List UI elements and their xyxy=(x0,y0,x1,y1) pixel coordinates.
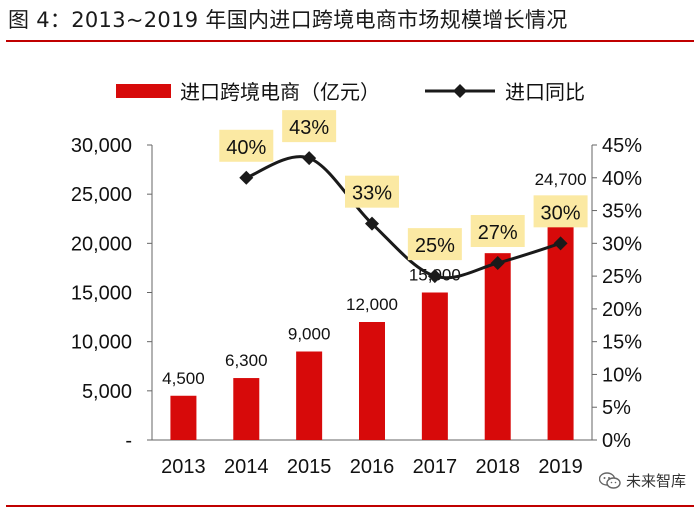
left-axis-tick-label: 30,000 xyxy=(71,135,132,157)
x-axis-tick-label: 2013 xyxy=(161,456,206,478)
watermark-text: 未来智库 xyxy=(625,472,686,490)
x-axis-tick-label: 2015 xyxy=(287,456,332,478)
pct-label: 33% xyxy=(352,183,392,205)
right-axis-tick-label: 30% xyxy=(602,233,642,255)
legend-swatch-bar xyxy=(116,84,171,98)
bar-2018 xyxy=(484,253,511,440)
right-axis-tick-label: 40% xyxy=(602,168,642,190)
right-axis-tick-label: 35% xyxy=(602,201,642,223)
line-marker-2015 xyxy=(302,151,317,166)
line-marker-2019 xyxy=(553,236,568,251)
bar-value-label: 6,300 xyxy=(225,351,268,370)
x-axis-tick-label: 2019 xyxy=(538,456,583,478)
legend-marker-line xyxy=(453,84,467,98)
bar-series xyxy=(170,197,574,440)
legend: 进口跨境电商（亿元） 进口同比 xyxy=(116,80,585,104)
x-axis-tick-label: 2014 xyxy=(224,456,269,478)
x-axis-tick-label: 2016 xyxy=(350,456,395,478)
x-axis: 2013 2014 2015 2016 2017 2018 2019 xyxy=(152,439,592,478)
pct-label-box xyxy=(345,175,399,208)
left-axis-tick-label: 20,000 xyxy=(71,233,132,255)
left-axis-tick-label: 25,000 xyxy=(71,184,132,206)
legend-label-bar: 进口跨境电商（亿元） xyxy=(180,80,380,104)
pct-label-box xyxy=(219,129,274,162)
bar-value-label: 9,000 xyxy=(288,325,331,344)
pct-label: 25% xyxy=(415,235,455,257)
x-axis-tick-label: 2017 xyxy=(413,456,458,478)
line-marker-2017 xyxy=(427,269,442,284)
bar-value-label: 24,700 xyxy=(535,170,587,189)
bar-2016 xyxy=(359,322,385,440)
left-axis-tick-label: 5,000 xyxy=(82,381,132,403)
right-axis-tick-label: 20% xyxy=(602,299,642,321)
pct-label: 27% xyxy=(478,222,518,244)
bar-value-label: 12,000 xyxy=(346,295,398,314)
right-axis-tick-label: 10% xyxy=(602,364,642,386)
bar-2014 xyxy=(233,378,260,440)
bar-2019 xyxy=(547,197,574,440)
bar-value-label: 4,500 xyxy=(162,369,205,388)
right-axis-tick-label: 15% xyxy=(602,332,642,354)
title-divider xyxy=(6,40,694,42)
pct-label-box xyxy=(533,195,588,228)
left-axis-tick-label: 15,000 xyxy=(71,283,132,305)
bar-2017 xyxy=(421,292,448,440)
right-axis-tick-label: 45% xyxy=(602,135,642,157)
right-axis-tick-label: 0% xyxy=(602,430,631,452)
left-axis: - 5,000 10,000 15,000 20,000 25,000 30,000 xyxy=(71,135,153,452)
left-axis-tick-label: 10,000 xyxy=(71,332,132,354)
line-series xyxy=(239,151,568,284)
right-axis-tick-label: 5% xyxy=(602,397,631,419)
legend-label-line: 进口同比 xyxy=(505,80,585,104)
line-marker-2016 xyxy=(365,216,379,231)
pct-label: 40% xyxy=(226,137,266,159)
x-axis-tick-label: 2018 xyxy=(475,456,520,478)
right-axis: 0% 5% 10% 15% 20% 25% 30% 35% 40% 45% xyxy=(591,135,642,452)
pct-label-box xyxy=(470,215,525,247)
line-marker-2018 xyxy=(490,256,505,270)
left-axis-tick-label: - xyxy=(125,430,132,452)
bar-2013 xyxy=(170,395,197,440)
right-axis-tick-label: 25% xyxy=(602,266,642,288)
pct-label-box xyxy=(407,228,462,261)
wechat-icon xyxy=(598,471,621,489)
watermark: 未来智库 xyxy=(598,470,686,491)
line-marker-2014 xyxy=(239,170,254,185)
pct-label: 43% xyxy=(289,117,329,139)
chart-title: 图 4：2013~2019 年国内进口跨境电商市场规模增长情况 xyxy=(8,8,568,32)
pct-label: 30% xyxy=(541,202,581,224)
pct-label-box xyxy=(282,110,337,143)
line-labels: 40% 43% 33% 25% 27% 30% xyxy=(219,110,588,261)
bottom-divider xyxy=(6,505,694,507)
bar-2015 xyxy=(296,351,323,440)
